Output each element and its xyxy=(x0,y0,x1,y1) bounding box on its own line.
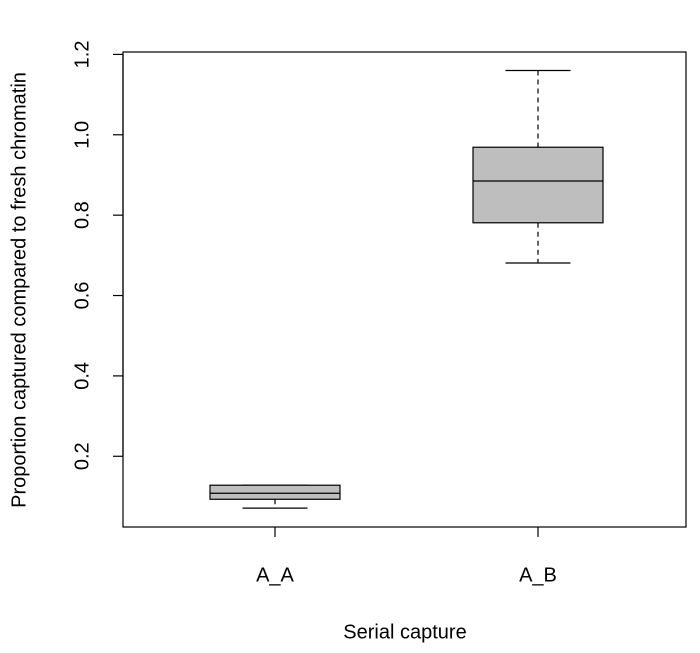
y-axis-title: Proportion captured compared to fresh ch… xyxy=(8,72,30,508)
box xyxy=(472,146,604,224)
y-tick-label: 0.2 xyxy=(71,442,93,470)
plot-frame xyxy=(122,51,687,528)
y-tick-label: 0.4 xyxy=(71,362,93,390)
x-tick-label: A_B xyxy=(519,564,557,586)
x-tick-label: A_A xyxy=(256,564,294,586)
box xyxy=(209,484,341,500)
y-tick-label: 0.8 xyxy=(71,201,93,229)
y-tick-label: 1.0 xyxy=(71,121,93,149)
y-tick-label: 0.6 xyxy=(71,282,93,310)
x-axis-title: Serial capture xyxy=(343,621,466,643)
y-tick-label: 1.2 xyxy=(71,41,93,69)
